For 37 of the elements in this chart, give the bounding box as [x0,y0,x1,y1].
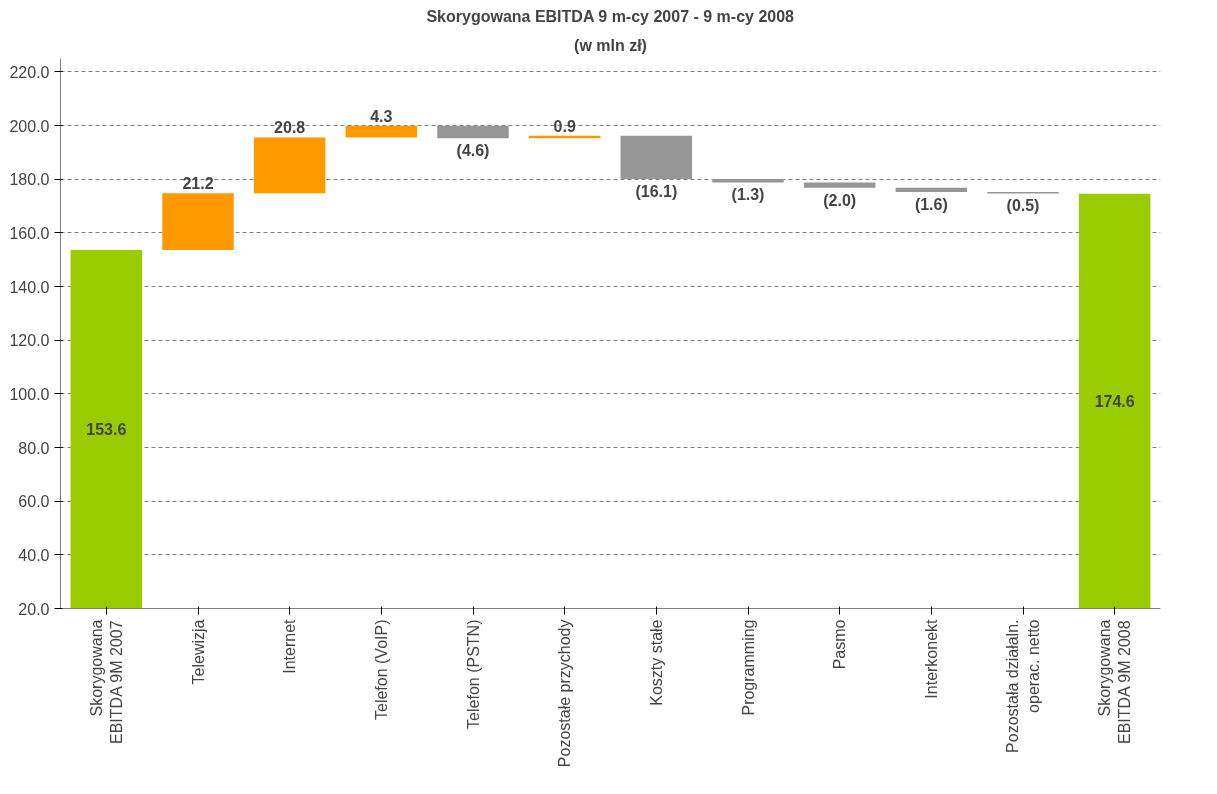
x-tick-label: Telefon (PSTN) [464,619,482,729]
x-tick-label: Telefon (VoIP) [372,619,390,720]
data-label: 20.8 [274,119,306,137]
y-tick-label: 140.0 [9,278,50,296]
x-tick-label: Telewizja [189,619,207,685]
x-tick-label: Skorygowana EBITDA 9M 2007 [87,619,126,744]
y-tick-label: 180.0 [9,171,50,189]
data-label: (1.6) [914,196,948,214]
data-label: 153.6 [86,421,127,439]
data-label: 0.9 [553,117,576,135]
y-tick-label: 80.0 [18,439,50,457]
x-tick-label: Pozostała działaln. operac. netto [1004,619,1042,753]
y-tick-label: 220.0 [9,63,50,81]
chart-subtitle: (w mln zł) [574,36,647,54]
data-label: 4.3 [370,107,393,125]
y-tick-label: 40.0 [18,546,50,564]
x-tick-label: Pasmo [831,619,849,670]
y-tick-label: 100.0 [9,385,50,403]
y-tick-label: 20.0 [18,600,50,618]
x-tick-label: Pozostałe przychody [556,619,574,768]
data-label: 21.2 [182,175,214,193]
data-label: (0.5) [1006,197,1040,215]
y-tick-label: 60.0 [18,493,50,511]
data-label: (1.3) [731,186,765,204]
chart-title: Skorygowana EBITDA 9 m-cy 2007 - 9 m-cy 2008 [426,7,795,25]
x-tick-label: Programming [739,619,757,716]
y-tick-label: 120.0 [9,332,50,350]
y-tick-label: 200.0 [9,117,50,135]
x-tick-label: Interkonekt [922,618,940,699]
data-label: (4.6) [456,142,490,160]
data-label: (16.1) [635,182,678,200]
x-tick-label: Skorygowana EBITDA 9M 2008 [1095,619,1134,744]
data-label: (2.0) [823,191,857,209]
y-tick-label: 160.0 [9,224,50,242]
x-tick-label: Koszty stałe [647,619,665,706]
data-label: 174.6 [1094,393,1135,411]
x-tick-label: Internet [281,618,299,674]
